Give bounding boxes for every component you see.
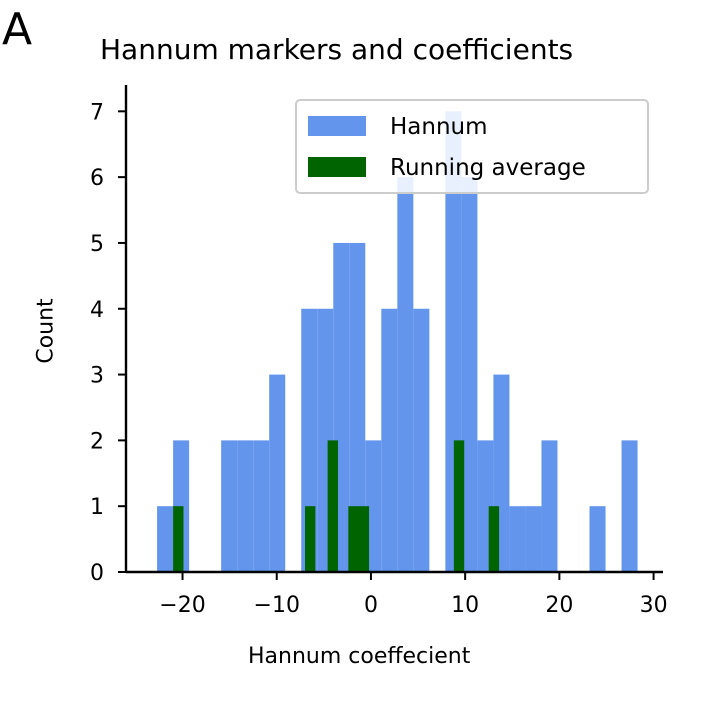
x-tick-label-3: 10 (451, 593, 479, 618)
x-tick-label-2: 0 (364, 593, 378, 618)
legend-swatch-running-average (308, 157, 366, 177)
hannum-bar-11 (381, 308, 398, 572)
hannum-bar-21 (589, 506, 606, 572)
x-axis-label: Hannum coeffecient (248, 644, 471, 669)
hannum-bar-13 (413, 308, 430, 572)
chart-title: Hannum markers and coefficients (100, 33, 574, 66)
y-tick-label-1: 1 (90, 495, 104, 520)
running-average-bar-3 (348, 506, 370, 572)
running-average-bars (173, 440, 500, 572)
y-tick-label-4: 4 (90, 298, 104, 323)
y-tick-label-2: 2 (90, 429, 104, 454)
legend-label-hannum: Hannum (390, 114, 488, 140)
hannum-bar-20 (541, 440, 558, 572)
axes: −20 −10 0 10 20 30 0 1 2 3 4 5 6 7 (90, 85, 668, 618)
hannum-bar-2 (221, 440, 238, 572)
legend-swatch-hannum (308, 116, 366, 136)
x-tick-label-1: −10 (254, 593, 300, 618)
hannum-bar-18 (509, 506, 526, 572)
running-average-bar-4 (453, 440, 465, 572)
hannum-bar-19 (525, 506, 542, 572)
legend-label-running-average: Running average (390, 155, 586, 181)
hannum-bar-9 (349, 242, 366, 572)
panel-label: A (2, 4, 33, 55)
running-average-bar-1 (305, 506, 316, 572)
hannum-bar-5 (269, 374, 286, 572)
y-tick-label-6: 6 (90, 166, 104, 191)
x-tick-label-4: 20 (545, 593, 573, 618)
running-average-bar-5 (488, 506, 500, 572)
x-tick-label-0: −20 (159, 593, 205, 618)
x-tick-label-5: 30 (640, 593, 668, 618)
y-tick-label-5: 5 (90, 232, 104, 257)
running-average-bar-2 (327, 440, 338, 572)
hannum-bar-15 (461, 177, 478, 572)
running-average-bar-0 (173, 506, 184, 572)
y-tick-label-0: 0 (90, 561, 104, 586)
hannum-bar-3 (237, 440, 254, 572)
hannum-bar-4 (253, 440, 270, 572)
hannum-bar-12 (397, 177, 414, 572)
hannum-bar-10 (365, 440, 382, 572)
legend: Hannum Running average (295, 99, 649, 194)
legend-box (295, 99, 649, 194)
hannum-bars (157, 111, 638, 572)
y-tick-label-3: 3 (90, 364, 104, 389)
y-tick-label-7: 7 (90, 100, 104, 125)
hannum-bar-0 (157, 506, 174, 572)
hannum-bar-22 (621, 440, 638, 572)
